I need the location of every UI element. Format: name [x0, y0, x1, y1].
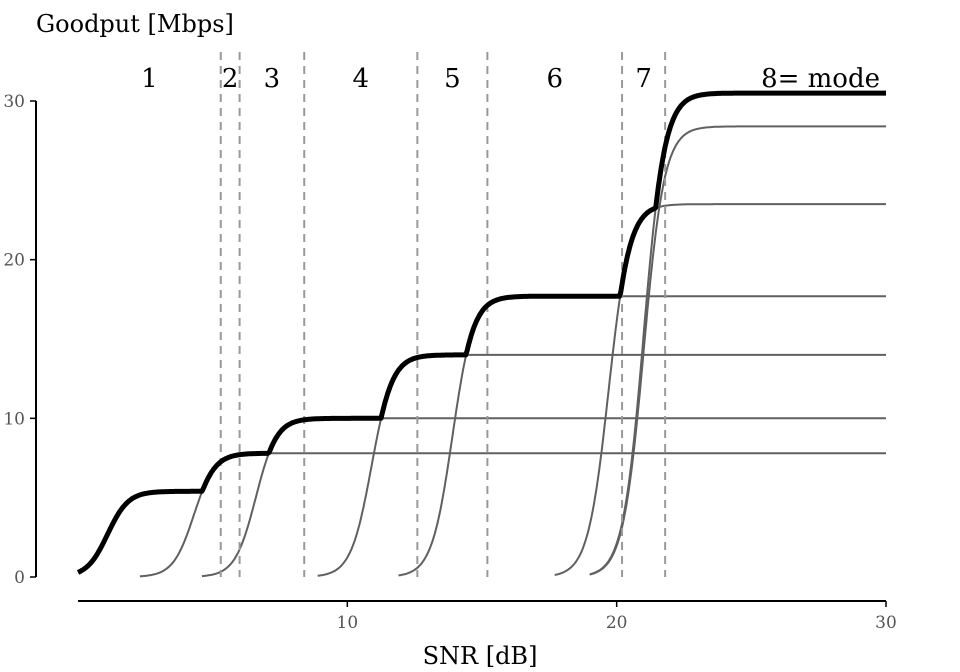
- mode-curve-6: [554, 203, 886, 576]
- region-label-8: 8= mode: [761, 64, 880, 94]
- y-tick-label: 10: [3, 409, 25, 429]
- y-tick-label: 0: [14, 568, 25, 588]
- region-label-3: 3: [264, 64, 281, 94]
- region-label-2: 2: [222, 64, 239, 94]
- mode-curve-4: [317, 353, 886, 577]
- mode-curves: [139, 92, 886, 578]
- region-labels: 1 2 3 4 5 6 7 8= mode: [141, 64, 880, 94]
- mode-curve-3: [201, 417, 886, 578]
- region-label-4: 4: [353, 64, 370, 94]
- region-label-5: 5: [444, 64, 461, 94]
- x-tick-label: 10: [337, 613, 359, 633]
- region-label-1: 1: [141, 64, 158, 94]
- y-ticks: 0 10 20 30: [3, 92, 36, 588]
- region-label-6: 6: [546, 64, 563, 94]
- y-axis-title: Goodput [Mbps]: [36, 10, 234, 38]
- x-ticks: 10 20 30: [337, 601, 897, 633]
- y-tick-label: 30: [3, 92, 25, 112]
- x-tick-label: 30: [875, 613, 897, 633]
- envelope-line: [76, 90, 888, 575]
- mode-curve-8: [589, 92, 886, 576]
- y-tick-label: 20: [3, 251, 25, 271]
- envelope-curve: [76, 90, 888, 575]
- x-tick-label: 20: [606, 613, 628, 633]
- x-axis-title: SNR [dB]: [423, 642, 538, 670]
- mode-curve-7: [589, 125, 886, 576]
- region-label-7: 7: [635, 64, 652, 94]
- axes: [35, 101, 886, 602]
